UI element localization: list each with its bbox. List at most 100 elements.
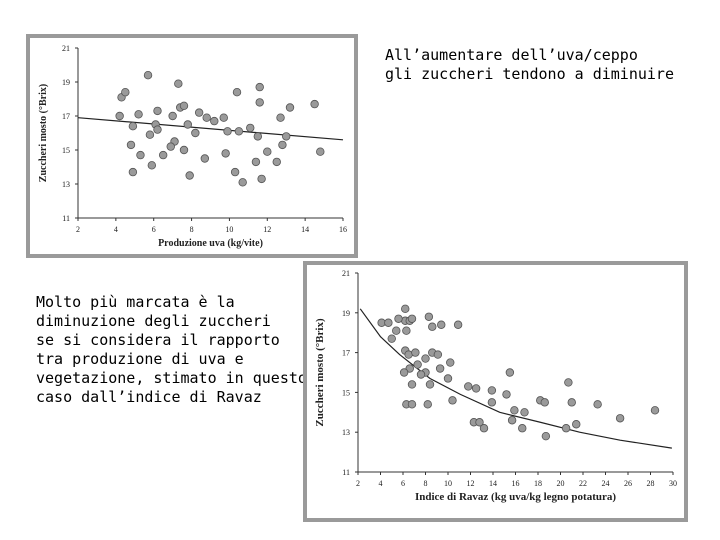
point	[518, 424, 527, 433]
point	[507, 416, 517, 425]
point	[310, 99, 319, 109]
point	[424, 312, 434, 321]
x-tick-label: 8	[424, 479, 428, 488]
y-axis-label: Zuccheri mosto (°Brix)	[38, 84, 49, 182]
x-tick-label: 24	[602, 479, 610, 488]
point	[253, 132, 263, 141]
point	[255, 82, 264, 92]
y-tick-label: 13	[62, 180, 70, 189]
point	[153, 125, 162, 134]
point	[276, 113, 285, 122]
point	[520, 408, 529, 417]
point	[428, 322, 437, 331]
point	[219, 113, 228, 122]
point	[128, 167, 138, 177]
point	[232, 87, 242, 97]
x-tick-label: 6	[152, 225, 156, 234]
point	[437, 320, 446, 329]
caption-line: All’aumentare dell’uva/ceppo	[385, 46, 638, 64]
point	[394, 314, 403, 323]
point	[191, 128, 200, 138]
chart-frame	[26, 34, 358, 258]
point	[407, 400, 417, 409]
point	[246, 123, 255, 133]
x-tick-label: 14	[301, 225, 309, 234]
point	[384, 318, 393, 327]
point	[399, 368, 409, 377]
point	[278, 140, 287, 150]
point	[387, 334, 396, 343]
point	[433, 350, 443, 359]
point	[257, 174, 266, 184]
y-tick-label: 21	[62, 44, 70, 53]
point	[223, 127, 232, 136]
point	[183, 120, 192, 129]
point	[238, 178, 247, 187]
point	[185, 171, 194, 180]
y-tick-label: 17	[62, 112, 70, 121]
x-tick-label: 4	[114, 225, 118, 234]
x-tick-label: 2	[76, 225, 80, 234]
y-tick-label: 21	[342, 269, 350, 278]
x-tick-label: 22	[579, 479, 587, 488]
point	[143, 70, 153, 80]
x-tick-label: 16	[339, 225, 347, 234]
point	[210, 116, 219, 126]
point	[567, 398, 576, 407]
x-tick-label: 12	[263, 225, 271, 234]
point	[487, 386, 497, 395]
point	[316, 147, 325, 156]
point	[425, 380, 435, 389]
caption-line: gli zuccheri tendono a diminuire	[385, 65, 674, 83]
point	[435, 364, 445, 373]
caption-left: Molto più marcata è la diminuzione degli …	[36, 293, 307, 407]
point	[405, 364, 414, 373]
caption-top: All’aumentare dell’uva/ceppo gli zuccheri…	[385, 46, 674, 84]
point	[505, 368, 515, 377]
caption-line: caso dall’indice di Ravaz	[36, 388, 262, 406]
point	[411, 348, 420, 357]
point	[421, 354, 430, 363]
point	[194, 108, 204, 117]
point	[179, 145, 189, 155]
point	[487, 398, 497, 407]
caption-line: se si considera il rapporto	[36, 331, 280, 349]
point	[464, 382, 473, 391]
point	[510, 406, 519, 415]
point	[416, 370, 426, 379]
caption-line: Molto più marcata è la	[36, 293, 235, 311]
point	[282, 132, 291, 141]
point	[145, 130, 155, 139]
point	[413, 360, 422, 369]
point	[443, 374, 453, 383]
x-tick-label: 8	[190, 225, 194, 234]
point	[407, 380, 417, 389]
point	[230, 167, 240, 177]
point	[272, 157, 281, 167]
point	[453, 320, 463, 329]
point	[153, 106, 162, 116]
point	[540, 398, 549, 407]
y-tick-label: 15	[342, 388, 350, 397]
y-axis-label: Zuccheri mosto (°Brix)	[314, 318, 326, 427]
x-tick-label: 26	[624, 479, 632, 488]
x-axis-label: Indice di Ravaz (kg uva/kg legno potatur…	[415, 491, 616, 503]
point	[471, 384, 481, 393]
point	[202, 113, 211, 122]
caption-line: tra produzione di uva e	[36, 350, 244, 368]
x-tick-label: 10	[444, 479, 452, 488]
point	[564, 378, 573, 387]
point	[255, 98, 264, 107]
point	[147, 161, 157, 170]
x-tick-label: 6	[401, 479, 405, 488]
caption-line: vegetazione, stimato in questo	[36, 369, 307, 387]
point	[179, 101, 189, 110]
y-tick-label: 11	[62, 214, 70, 223]
x-tick-label: 18	[534, 479, 542, 488]
point	[251, 157, 261, 167]
point	[285, 103, 295, 112]
point	[121, 87, 130, 97]
point	[168, 111, 177, 121]
x-tick-label: 30	[669, 479, 677, 488]
